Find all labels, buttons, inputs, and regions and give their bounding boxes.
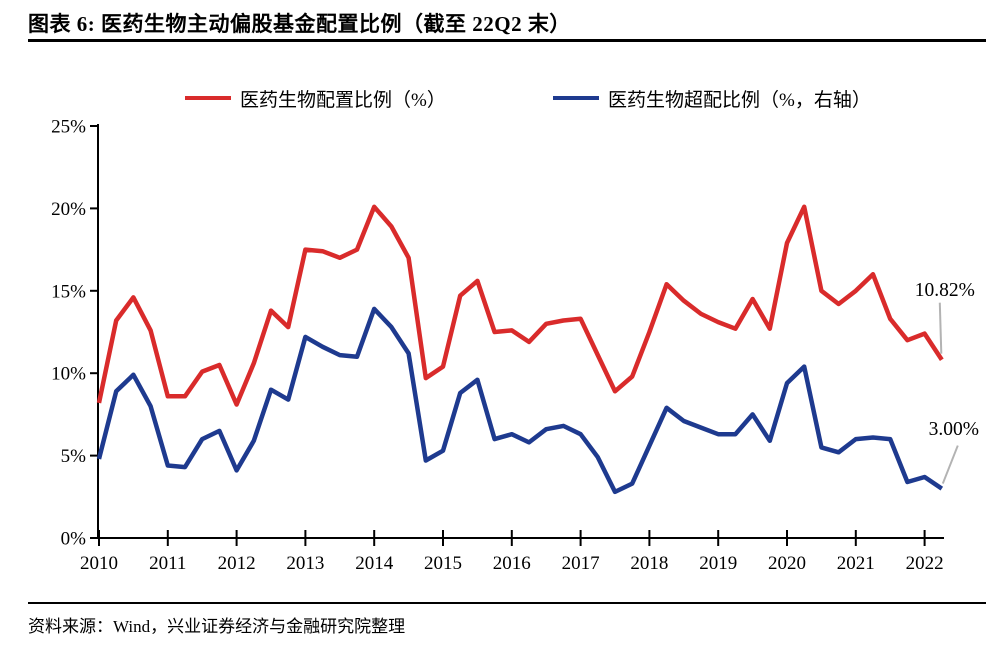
allocation-line bbox=[96, 204, 944, 407]
y-tick-label: 25% bbox=[51, 117, 86, 138]
figure-title: 图表 6: 医药生物主动偏股基金配置比例（截至 22Q2 末） bbox=[28, 12, 571, 36]
source-note: 资料来源：Wind，兴业证券经济与金融研究院整理 bbox=[28, 617, 406, 636]
end-value-label-allocation: 10.82% bbox=[915, 280, 975, 301]
legend-item-overweight: 医药生物超配比例（%，右轴） bbox=[553, 86, 871, 111]
x-tick-label: 2017 bbox=[562, 553, 600, 574]
title-divider bbox=[28, 39, 986, 42]
annotation-leader-line bbox=[941, 445, 959, 484]
red-line-swatch bbox=[185, 96, 231, 100]
end-value-label-overweight: 3.00% bbox=[929, 419, 979, 440]
y-tick-label: 15% bbox=[51, 281, 86, 302]
x-tick-label: 2020 bbox=[768, 553, 806, 574]
chart-legend: 医药生物配置比例（%） 医药生物超配比例（%，右轴） bbox=[0, 86, 1008, 111]
x-tick-label: 2016 bbox=[493, 553, 531, 574]
x-tick-label: 2022 bbox=[906, 553, 944, 574]
overweight-line bbox=[96, 306, 944, 495]
blue-line-swatch bbox=[553, 96, 599, 100]
x-tick-label: 2012 bbox=[218, 553, 256, 574]
x-tick-label: 2015 bbox=[424, 553, 462, 574]
legend-label-overweight: 医药生物超配比例（%，右轴） bbox=[608, 89, 871, 111]
y-tick-label: 10% bbox=[51, 364, 86, 385]
footer-divider bbox=[28, 602, 986, 604]
x-tick-label: 2014 bbox=[355, 553, 394, 574]
y-tick-label: 20% bbox=[51, 199, 86, 220]
annotation-leader-line bbox=[938, 302, 943, 354]
x-tick-label: 2010 bbox=[80, 553, 118, 574]
x-tick-label: 2021 bbox=[837, 553, 875, 574]
x-tick-label: 2018 bbox=[630, 553, 668, 574]
x-tick-label: 2011 bbox=[149, 553, 186, 574]
x-tick-label: 2013 bbox=[286, 553, 324, 574]
y-tick-label: 5% bbox=[61, 446, 87, 467]
legend-label-allocation: 医药生物配置比例（%） bbox=[240, 89, 446, 111]
x-tick-label: 2019 bbox=[699, 553, 737, 574]
legend-item-allocation: 医药生物配置比例（%） bbox=[185, 86, 446, 111]
y-tick-label: 0% bbox=[61, 529, 87, 550]
